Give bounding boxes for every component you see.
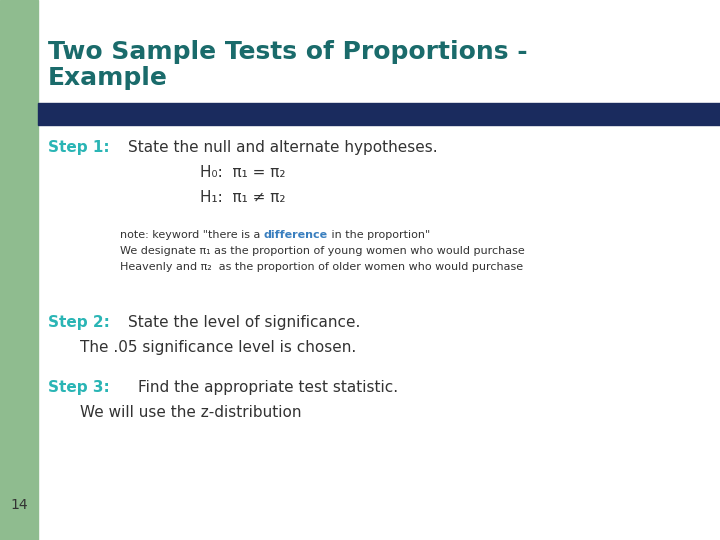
Text: Step 2:: Step 2: [48,315,110,330]
Text: Example: Example [48,66,168,90]
Text: difference: difference [264,230,328,240]
Text: Heavenly and π₂  as the proportion of older women who would purchase: Heavenly and π₂ as the proportion of old… [120,262,523,272]
Text: H₁:  π₁ ≠ π₂: H₁: π₁ ≠ π₂ [200,190,286,205]
Text: H₀:  π₁ = π₂: H₀: π₁ = π₂ [200,165,286,180]
Text: Step 1:: Step 1: [48,140,109,155]
Text: 14: 14 [10,498,28,512]
Text: State the null and alternate hypotheses.: State the null and alternate hypotheses. [128,140,438,155]
Text: We will use the z-distribution: We will use the z-distribution [80,405,302,420]
Text: note: keyword "there is a: note: keyword "there is a [120,230,264,240]
Bar [0,0,38,540]
Text: State the level of significance.: State the level of significance. [128,315,361,330]
Text: The .05 significance level is chosen.: The .05 significance level is chosen. [80,340,356,355]
Text: We designate π₁ as the proportion of young women who would purchase: We designate π₁ as the proportion of you… [120,246,525,256]
Text: Two Sample Tests of Proportions -: Two Sample Tests of Proportions - [48,40,528,64]
Bar [38,103,720,125]
Text: Find the appropriate test statistic.: Find the appropriate test statistic. [138,380,398,395]
Text: Step 3:: Step 3: [48,380,109,395]
Text: in the proportion": in the proportion" [328,230,431,240]
